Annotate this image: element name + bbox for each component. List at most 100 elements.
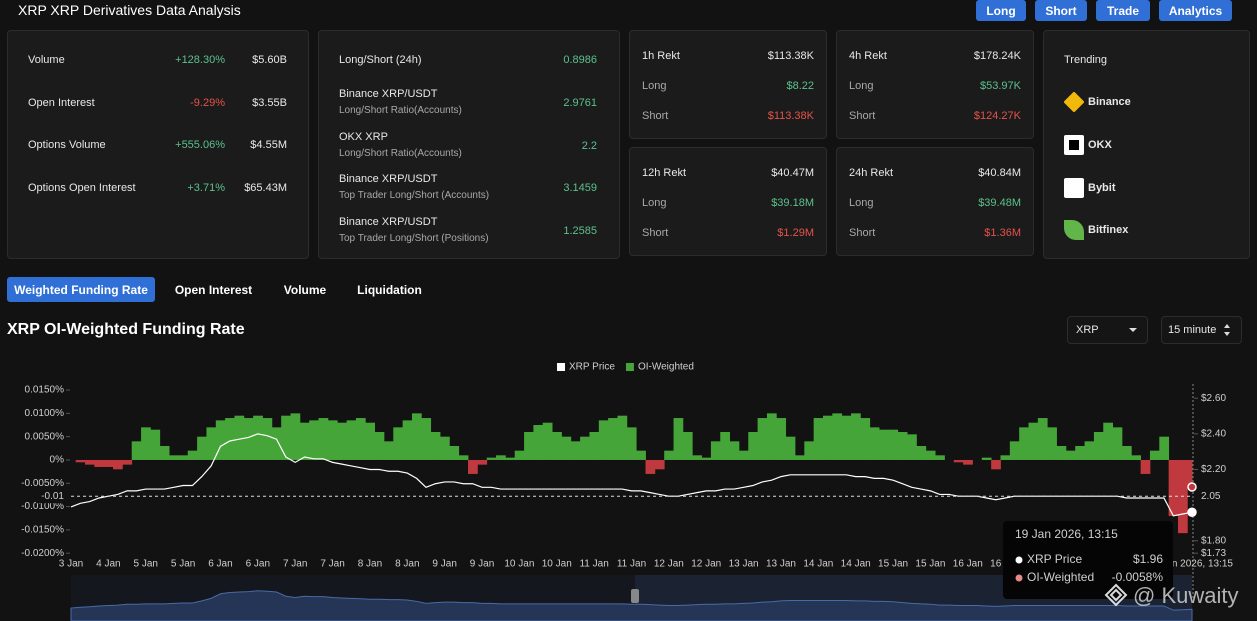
funding-bar (355, 418, 366, 460)
funding-bar (636, 450, 646, 460)
funding-bar (776, 418, 787, 460)
crosshair-label-bg (1196, 488, 1226, 505)
stat-value: $3.55B (252, 97, 287, 109)
stat-change: +128.30% (175, 54, 225, 66)
funding-bar (879, 429, 889, 460)
header-button[interactable]: Trade (1096, 0, 1150, 21)
funding-bar (860, 418, 871, 460)
header-button[interactable]: Analytics (1159, 0, 1232, 21)
funding-bar (514, 450, 525, 460)
x-tick-label: 3 Jan (59, 559, 83, 570)
funding-bar (75, 459, 86, 463)
x-tick-label: 12 Jan (691, 559, 721, 570)
x-tick-label: 16 Jan (953, 559, 983, 570)
exchange-name: Binance (1088, 96, 1131, 108)
funding-bar (1103, 422, 1113, 460)
funding-bar (309, 420, 319, 460)
tab[interactable]: Open Interest (174, 282, 253, 297)
funding-bar (813, 418, 824, 460)
funding-bar (552, 432, 562, 460)
exchange-name: Bybit (1088, 182, 1116, 194)
rekt-card (629, 147, 827, 256)
funding-bar (925, 450, 936, 460)
rekt-short-label: Short (642, 227, 669, 239)
y-tick-label: -0.0050% (21, 478, 64, 489)
funding-bar (701, 457, 712, 460)
funding-bar (785, 436, 796, 460)
rekt-card (836, 147, 1034, 256)
select-arrows-down (1224, 332, 1230, 336)
x-tick-label: 8 Jan (358, 559, 382, 570)
rekt-short-label: Short (849, 227, 876, 239)
rekt-title: 1h Rekt (642, 50, 680, 62)
stat-value: $4.55M (250, 139, 287, 151)
select-caret (1129, 328, 1137, 332)
navigator-area (70, 590, 1193, 621)
page-title: XRP XRP Derivatives Data Analysis (18, 2, 241, 18)
market-stats-panel (7, 30, 309, 259)
ratio-value: 2.2 (581, 140, 597, 152)
funding-bar (131, 441, 142, 460)
funding-bar (299, 422, 310, 460)
funding-bar (365, 422, 376, 460)
y-tick-label: 0.0150% (25, 385, 65, 396)
price-line (70, 433, 1193, 517)
funding-bar (729, 441, 740, 460)
funding-bar (1056, 445, 1067, 460)
tooltip-bg (1003, 521, 1173, 599)
rekt-card (836, 30, 1034, 139)
legend-label: XRP Price (569, 362, 615, 373)
funding-bar (262, 418, 273, 460)
funding-bar (1121, 445, 1132, 460)
funding-bar (888, 429, 899, 460)
ratio-sublabel: Long/Short Ratio(Accounts) (339, 105, 462, 116)
funding-bar (1168, 459, 1179, 516)
funding-bar (103, 459, 114, 467)
funding-bar (794, 455, 805, 460)
funding-bar (122, 459, 133, 465)
watermark-icon (1104, 583, 1128, 607)
rekt-long-label: Long (849, 197, 874, 209)
stat-value: $5.60B (252, 54, 287, 66)
y-tick-label: 0.0050% (25, 431, 65, 442)
funding-bar (804, 441, 815, 460)
header-button[interactable]: Short (1035, 0, 1087, 21)
x-tick-label: 14 Jan (803, 559, 833, 570)
x-tick-label: 5 Jan (171, 559, 195, 570)
funding-bar (318, 418, 329, 460)
tooltip-value: -0.0058% (1112, 570, 1164, 584)
tooltip-series-name: XRP Price (1027, 552, 1082, 566)
x-tick-label: 15 Jan (915, 559, 945, 570)
funding-bar (963, 459, 973, 465)
header-button[interactable]: Long (976, 0, 1026, 21)
funding-bar (981, 457, 992, 460)
rekt-long-label: Long (642, 197, 667, 209)
interval-select[interactable] (1161, 316, 1242, 344)
rekt-total: $178.24K (973, 50, 1021, 62)
rekt-long-label: Long (642, 80, 667, 92)
ratio-value: 3.1459 (563, 182, 597, 194)
funding-bar (197, 436, 207, 460)
exchange-name: OKX (1088, 139, 1112, 151)
y-tick-label: -0.0100% (21, 501, 64, 512)
funding-bar (645, 459, 656, 474)
funding-bar (430, 432, 441, 460)
stat-change: +555.06% (175, 139, 225, 151)
tab[interactable]: Volume (283, 282, 327, 297)
funding-bar (907, 434, 917, 460)
watermark: @ Kuwaity (1133, 583, 1238, 608)
funding-bar (823, 415, 833, 460)
chart-title: XRP OI-Weighted Funding Rate (7, 321, 245, 338)
funding-bar (402, 420, 413, 460)
stat-label: Volume (28, 54, 65, 66)
funding-bar (337, 422, 347, 460)
ratio-label: Binance XRP/USDT (339, 88, 438, 100)
rekt-total: $40.47M (771, 167, 814, 179)
funding-bar (439, 436, 450, 460)
y2-tick-label: $1.73 (1201, 548, 1226, 559)
y2-tick-label: $2.20 (1201, 464, 1226, 475)
tab[interactable]: Weighted Funding Rate (7, 277, 155, 302)
crosshair-y-label: -0.01 (41, 491, 64, 502)
funding-bar (468, 459, 478, 474)
tab[interactable]: Liquidation (357, 282, 422, 297)
